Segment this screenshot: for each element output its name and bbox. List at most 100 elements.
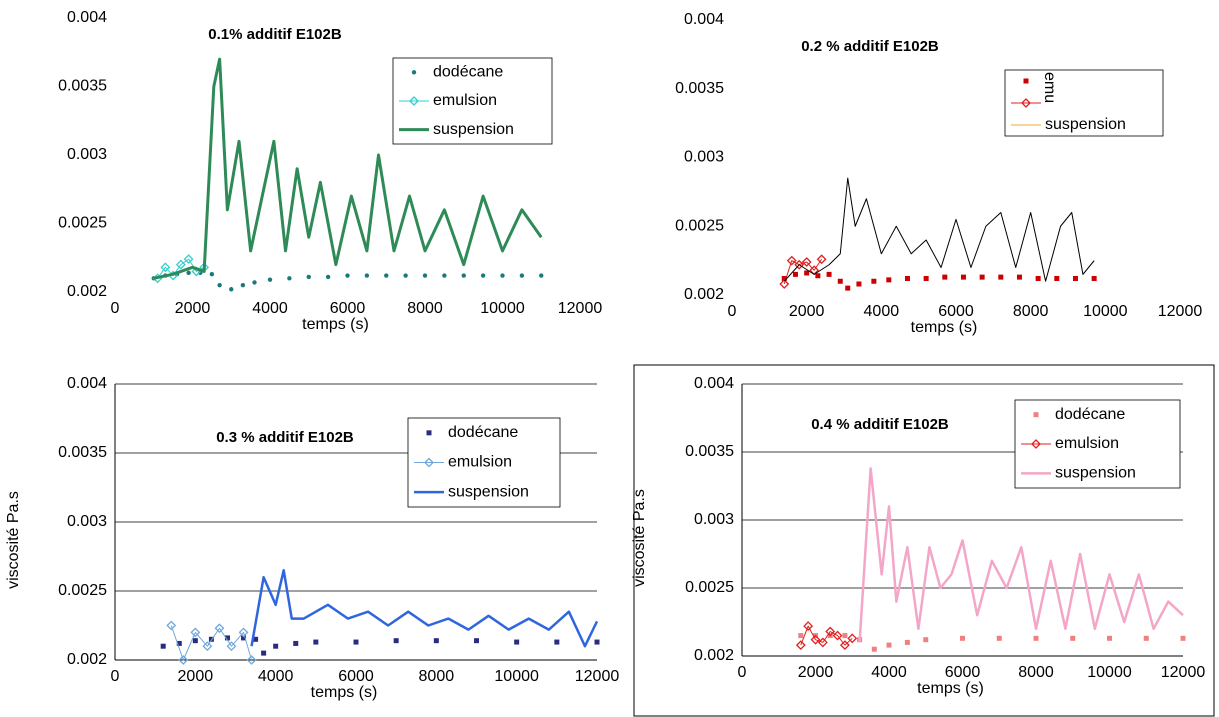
x-axis-label: temps (s): [911, 319, 978, 336]
point: [480, 273, 486, 278]
point: [267, 277, 273, 282]
legend-marker: [1023, 78, 1029, 84]
point: [273, 643, 279, 649]
x-tick-label: 0: [111, 300, 120, 317]
point: [923, 637, 929, 643]
legend-marker: [426, 430, 432, 436]
x-tick-label: 2000: [175, 300, 211, 317]
x-tick-label: 12000: [1158, 303, 1203, 320]
point: [246, 655, 257, 665]
y-tick-label: 0.004: [684, 11, 724, 28]
point: [253, 636, 259, 642]
x-tick-label: 10000: [1087, 664, 1132, 681]
legend-marker: [1033, 412, 1039, 418]
point: [817, 637, 828, 648]
point: [801, 257, 812, 267]
x-tick-label: 6000: [945, 664, 981, 681]
legend-marker: [424, 457, 434, 468]
x-tick-label: 4000: [871, 664, 907, 681]
y-tick-label: 0.004: [67, 375, 107, 392]
point: [224, 635, 230, 641]
y-tick-label: 0.003: [684, 149, 724, 166]
point: [1180, 635, 1186, 641]
point: [209, 271, 215, 277]
chart-title: 0.1% additif E102B: [208, 26, 342, 43]
point: [442, 273, 447, 278]
x-tick-label: 10000: [494, 668, 539, 685]
point: [960, 274, 966, 280]
point: [229, 287, 234, 292]
point: [815, 273, 821, 279]
x-tick-label: 6000: [938, 303, 974, 320]
x-tick-label: 2000: [178, 668, 214, 685]
x-tick-label: 4000: [258, 668, 294, 685]
y-tick-label: 0.003: [67, 146, 107, 163]
point: [214, 623, 225, 634]
point: [261, 650, 267, 656]
point: [979, 274, 985, 280]
point: [293, 640, 299, 646]
point: [871, 278, 877, 284]
y-tick-label: 0.004: [67, 9, 107, 26]
point: [832, 630, 843, 641]
point: [433, 638, 439, 644]
point: [798, 633, 804, 639]
point: [403, 273, 408, 278]
point: [923, 276, 929, 281]
point: [998, 274, 1004, 280]
point: [781, 276, 787, 281]
x-tick-label: 12000: [1161, 664, 1206, 681]
point: [384, 273, 389, 278]
point: [474, 638, 479, 644]
point: [422, 273, 428, 278]
point: [313, 639, 319, 645]
point: [166, 620, 177, 631]
point: [804, 270, 810, 276]
y-tick-label: 0.0025: [685, 579, 734, 596]
x-tick-label: 4000: [252, 300, 288, 317]
point: [810, 634, 821, 645]
point: [960, 635, 965, 641]
point: [240, 282, 246, 288]
x-tick-label: 12000: [558, 300, 603, 317]
series-line: [157, 258, 205, 279]
point: [178, 655, 189, 665]
point: [554, 639, 560, 645]
point: [241, 635, 247, 641]
point: [886, 642, 892, 648]
y-tick-label: 0.002: [694, 647, 734, 664]
legend-marker: [1031, 439, 1041, 449]
point: [176, 640, 182, 646]
point: [942, 274, 948, 280]
series-line: [250, 569, 599, 648]
x-tick-label: 0: [728, 303, 737, 320]
point: [306, 274, 311, 280]
point: [287, 276, 292, 281]
legend-marker: [1021, 98, 1031, 108]
legend-label: emulsion: [1055, 435, 1119, 452]
point: [839, 640, 850, 651]
x-tick-label: 2000: [798, 664, 834, 681]
series-line: [783, 177, 1095, 282]
y-tick-label: 0.004: [694, 375, 734, 392]
point: [514, 639, 520, 645]
series-line: [858, 467, 1184, 643]
point: [816, 254, 827, 265]
y-tick-label: 0.0025: [58, 215, 107, 232]
legend-label: emulsion: [448, 454, 512, 471]
point: [1033, 635, 1039, 641]
point: [825, 626, 836, 637]
x-axis-label: temps (s): [917, 680, 984, 697]
legend-marker: [409, 96, 419, 106]
y-tick-label: 0.002: [684, 286, 724, 303]
series-line: [783, 258, 823, 285]
legend-label: dodécane: [448, 424, 518, 441]
point: [1143, 635, 1149, 641]
x-tick-label: 0: [738, 664, 747, 681]
x-axis-label: temps (s): [302, 316, 369, 333]
point: [1070, 635, 1076, 641]
point: [500, 273, 505, 278]
point: [353, 639, 359, 645]
point: [1035, 276, 1041, 281]
